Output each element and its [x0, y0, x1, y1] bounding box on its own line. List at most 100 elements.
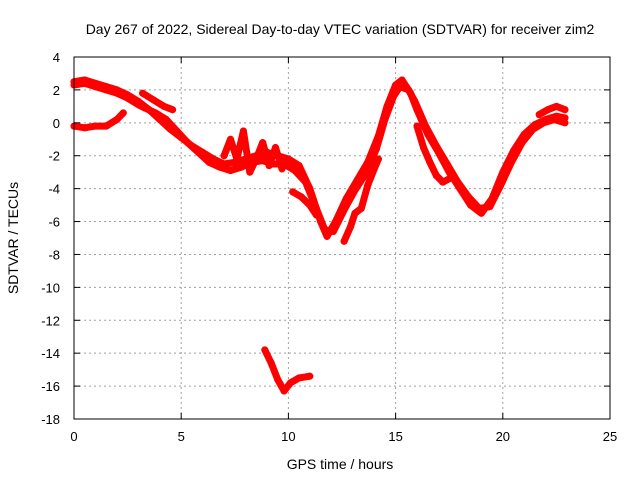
data-point	[535, 111, 543, 119]
data-point	[432, 142, 440, 150]
data-point	[297, 193, 305, 201]
data-point	[280, 387, 288, 395]
y-tick-label: -16	[41, 379, 60, 394]
data-point	[507, 158, 515, 166]
data-point	[370, 165, 378, 173]
data-point	[454, 178, 462, 186]
data-point	[227, 135, 234, 143]
data-point	[272, 144, 279, 151]
data-point	[284, 155, 292, 163]
data-point	[302, 178, 310, 186]
data-point	[113, 89, 121, 97]
data-point	[347, 223, 355, 230]
data-point	[295, 374, 303, 382]
y-tick-label: -10	[41, 280, 60, 295]
data-point	[227, 167, 234, 174]
y-tick-label: 2	[53, 83, 60, 98]
data-point	[405, 86, 412, 94]
data-point	[411, 97, 419, 105]
y-tick-label: -2	[48, 149, 60, 164]
plot-frame	[73, 56, 611, 420]
data-point	[321, 226, 329, 234]
data-point	[529, 125, 537, 133]
data-point	[102, 122, 110, 130]
data-point	[465, 193, 472, 201]
y-tick-label: -12	[41, 313, 60, 328]
data-point	[289, 188, 297, 196]
data-point	[443, 160, 451, 168]
data-point	[205, 158, 213, 166]
data-point	[351, 209, 359, 217]
data-point	[398, 76, 406, 84]
data-point	[184, 139, 192, 147]
data-point	[252, 155, 260, 163]
data-point	[357, 204, 365, 212]
data-point	[381, 116, 389, 123]
data-point	[91, 122, 99, 130]
data-point	[149, 96, 157, 104]
data-point	[374, 155, 382, 163]
data-point	[362, 170, 370, 178]
data-point	[287, 379, 294, 387]
data-point	[561, 106, 569, 114]
data-point	[295, 162, 303, 170]
y-tick-label: 4	[53, 50, 60, 65]
x-tick-label: 5	[178, 429, 185, 444]
data-point	[91, 83, 99, 91]
data-point	[312, 211, 320, 219]
data-point	[274, 376, 282, 383]
data-point	[152, 109, 159, 117]
y-tick-label: -18	[41, 412, 60, 427]
x-tick-label: 25	[603, 429, 617, 444]
data-point	[265, 162, 273, 170]
data-point	[486, 203, 494, 211]
data-point	[124, 94, 132, 102]
data-point	[390, 93, 397, 100]
data-point	[552, 102, 560, 110]
data-point	[396, 83, 404, 91]
y-tick-label: -4	[48, 182, 60, 197]
data-point	[432, 172, 440, 179]
data-point	[216, 163, 224, 171]
data-point	[278, 165, 286, 173]
data-point	[237, 163, 245, 171]
data-point	[267, 359, 275, 367]
data-point	[81, 79, 89, 87]
data-point	[544, 106, 552, 114]
data-point	[160, 102, 168, 110]
series-track-e	[220, 127, 286, 176]
data-point	[340, 206, 348, 214]
data-point	[340, 237, 348, 245]
data-point	[306, 372, 314, 380]
data-point	[351, 186, 359, 194]
data-point	[113, 116, 121, 123]
data-point	[81, 124, 89, 132]
series-track-i	[535, 102, 569, 119]
data-point	[550, 116, 558, 123]
data-point	[420, 144, 427, 151]
data-point	[426, 158, 434, 166]
x-tick-label: 10	[281, 429, 295, 444]
data-point	[134, 101, 142, 109]
data-point	[246, 168, 254, 176]
data-point	[475, 204, 483, 212]
data-point	[364, 181, 372, 189]
data-point	[413, 122, 421, 130]
grid	[74, 57, 610, 419]
data-point	[422, 122, 430, 130]
data-point	[372, 145, 380, 153]
data-point	[561, 119, 569, 127]
data-point	[220, 152, 228, 160]
data-point	[259, 139, 267, 147]
data-point	[291, 167, 299, 174]
y-tick-label: -14	[41, 346, 60, 361]
x-axis-label: GPS time / hours	[287, 456, 394, 472]
series-track-d	[139, 89, 177, 114]
x-tick-label: 20	[496, 429, 510, 444]
data-point	[239, 127, 247, 135]
data-point	[162, 116, 170, 123]
y-axis-label: SDTVAR / TECUs	[5, 182, 21, 294]
data-point	[169, 106, 177, 114]
y-tick-label: -8	[48, 247, 60, 262]
